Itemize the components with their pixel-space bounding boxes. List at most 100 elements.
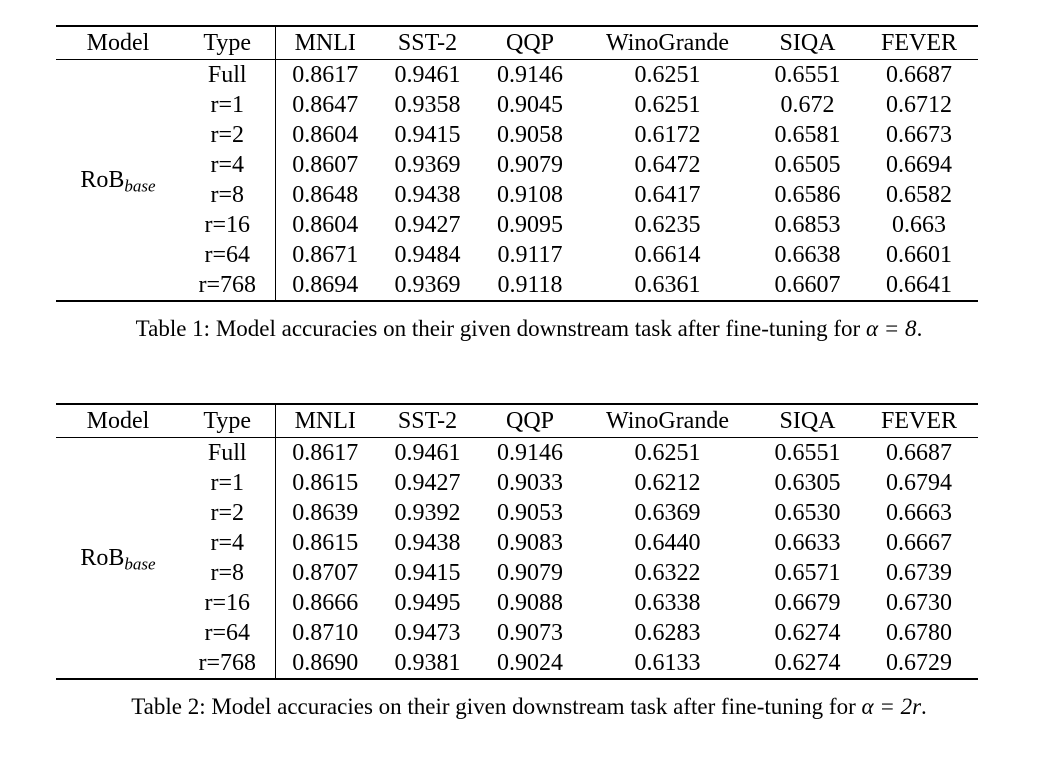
value-cell: 0.8617 bbox=[274, 437, 375, 468]
table-row: r=64 0.8710 0.9473 0.9073 0.6283 0.6274 0.6780 bbox=[56, 618, 978, 648]
value-cell: 0.9381 bbox=[394, 650, 461, 676]
type-cell: r=2 bbox=[210, 122, 245, 148]
value-cell: 0.6322 bbox=[634, 560, 701, 586]
column-header-qqp: QQP bbox=[480, 26, 580, 60]
table-row: r=16 0.8604 0.9427 0.9095 0.6235 0.6853 0.663 bbox=[56, 210, 978, 240]
value-cell: 0.9045 bbox=[497, 92, 563, 118]
table-row: RoBbase Full 0.8617 0.9461 0.9146 0.6251 0.655… bbox=[56, 437, 978, 572]
type-cell: r=768 bbox=[198, 650, 257, 676]
value-cell: 0.9088 bbox=[497, 590, 563, 616]
value-cell: 0.6601 bbox=[886, 242, 952, 268]
value-cell: 0.672 bbox=[780, 92, 835, 118]
table-row: r=768 0.8690 0.9381 0.9024 0.6133 0.6274 0.672… bbox=[56, 648, 978, 679]
value-cell: 0.6251 bbox=[634, 92, 701, 118]
column-header-mnli: MNLI bbox=[274, 404, 375, 438]
value-cell: 0.8690 bbox=[274, 648, 375, 679]
value-cell: 0.6305 bbox=[774, 470, 841, 496]
column-header-fever: FEVER bbox=[860, 404, 978, 438]
table-row: r=64 0.8671 0.9484 0.9117 0.6614 0.6638 0.6601 bbox=[56, 240, 978, 270]
value-cell: 0.9146 bbox=[497, 62, 563, 88]
value-cell: 0.9438 bbox=[394, 182, 461, 208]
value-cell: 0.6571 bbox=[774, 560, 841, 586]
table-2-container: Model Type MNLI SST-2 QQP WinoGrande SIQ… bbox=[56, 403, 978, 680]
table-row: r=8 0.8707 0.9415 0.9079 0.6322 0.6571 0.6739 bbox=[56, 558, 978, 588]
value-cell: 0.6730 bbox=[886, 590, 952, 616]
value-cell: 0.6614 bbox=[634, 242, 701, 268]
model-subscript: base bbox=[124, 176, 156, 196]
value-cell: 0.9073 bbox=[497, 620, 563, 646]
value-cell: 0.6338 bbox=[634, 590, 701, 616]
value-cell: 0.6739 bbox=[886, 560, 952, 586]
value-cell: 0.6607 bbox=[774, 272, 841, 298]
model-label: RoBbase bbox=[56, 60, 180, 302]
type-cell: r=1 bbox=[210, 92, 245, 118]
value-cell: 0.9079 bbox=[497, 152, 563, 178]
column-header-sst2: SST-2 bbox=[375, 26, 480, 60]
value-cell: 0.6417 bbox=[634, 182, 701, 208]
value-cell: 0.8615 bbox=[274, 468, 375, 498]
type-cell: r=4 bbox=[210, 152, 245, 178]
value-cell: 0.8639 bbox=[274, 498, 375, 528]
table-row: r=768 0.8694 0.9369 0.9118 0.6361 0.6607 0.664… bbox=[56, 270, 978, 301]
value-cell: 0.9108 bbox=[497, 182, 563, 208]
model-subscript: base bbox=[124, 554, 156, 574]
value-cell: 0.6679 bbox=[774, 590, 841, 616]
value-cell: 0.9461 bbox=[394, 62, 461, 88]
caption-period: . bbox=[916, 316, 923, 341]
table-1-container: Model Type MNLI SST-2 QQP WinoGrande SIQ… bbox=[56, 25, 978, 302]
value-cell: 0.6274 bbox=[774, 650, 841, 676]
table-row: RoBbase Full 0.8617 0.9461 0.9146 0.6251 0.655… bbox=[56, 59, 978, 194]
column-header-winogrande: WinoGrande bbox=[580, 404, 755, 438]
column-header-model: Model bbox=[56, 404, 180, 438]
value-cell: 0.6663 bbox=[886, 500, 952, 526]
type-cell: r=4 bbox=[210, 530, 245, 556]
value-cell: 0.9369 bbox=[394, 152, 461, 178]
value-cell: 0.9461 bbox=[394, 440, 461, 466]
type-cell: Full bbox=[207, 440, 247, 466]
table-2-header: Model Type MNLI SST-2 QQP WinoGrande SIQ… bbox=[56, 404, 978, 438]
table-row: r=1 0.8615 0.9427 0.9033 0.6212 0.6305 0.6794 bbox=[56, 468, 978, 498]
value-cell: 0.8615 bbox=[274, 528, 375, 558]
value-cell: 0.9369 bbox=[394, 272, 461, 298]
column-header-winogrande: WinoGrande bbox=[580, 26, 755, 60]
value-cell: 0.6472 bbox=[634, 152, 701, 178]
type-cell: r=64 bbox=[204, 620, 251, 646]
value-cell: 0.6673 bbox=[886, 122, 952, 148]
value-cell: 0.6729 bbox=[886, 650, 952, 676]
type-cell: r=16 bbox=[204, 590, 251, 616]
value-cell: 0.8707 bbox=[274, 558, 375, 588]
value-cell: 0.8710 bbox=[274, 618, 375, 648]
value-cell: 0.9427 bbox=[394, 212, 461, 238]
table-row: r=1 0.8647 0.9358 0.9045 0.6251 0.672 0.6712 bbox=[56, 90, 978, 120]
value-cell: 0.8666 bbox=[274, 588, 375, 618]
value-cell: 0.6794 bbox=[886, 470, 952, 496]
value-cell: 0.9438 bbox=[394, 530, 461, 556]
value-cell: 0.9415 bbox=[394, 122, 461, 148]
value-cell: 0.9118 bbox=[497, 272, 563, 298]
value-cell: 0.9058 bbox=[497, 122, 563, 148]
type-cell: r=8 bbox=[210, 182, 245, 208]
value-cell: 0.6212 bbox=[634, 470, 701, 496]
type-cell: r=64 bbox=[204, 242, 251, 268]
value-cell: 0.6172 bbox=[634, 122, 701, 148]
column-header-sst2: SST-2 bbox=[375, 404, 480, 438]
type-cell: r=16 bbox=[204, 212, 251, 238]
value-cell: 0.6235 bbox=[634, 212, 701, 238]
value-cell: 0.6274 bbox=[774, 620, 841, 646]
value-cell: 0.9095 bbox=[497, 212, 563, 238]
value-cell: 0.9083 bbox=[497, 530, 563, 556]
table-row: r=8 0.8648 0.9438 0.9108 0.6417 0.6586 0.6582 bbox=[56, 180, 978, 210]
type-cell: Full bbox=[207, 62, 247, 88]
value-cell: 0.9024 bbox=[497, 650, 563, 676]
value-cell: 0.9358 bbox=[394, 92, 461, 118]
value-cell: 0.8617 bbox=[274, 59, 375, 90]
value-cell: 0.8694 bbox=[274, 270, 375, 301]
column-header-siqa: SIQA bbox=[755, 404, 860, 438]
column-header-type: Type bbox=[180, 404, 275, 438]
column-header-fever: FEVER bbox=[860, 26, 978, 60]
value-cell: 0.8604 bbox=[274, 120, 375, 150]
value-cell: 0.9495 bbox=[394, 590, 461, 616]
value-cell: 0.9484 bbox=[394, 242, 461, 268]
value-cell: 0.6641 bbox=[886, 272, 952, 298]
results-table-alpha-8: Model Type MNLI SST-2 QQP WinoGrande SIQ… bbox=[56, 25, 978, 302]
